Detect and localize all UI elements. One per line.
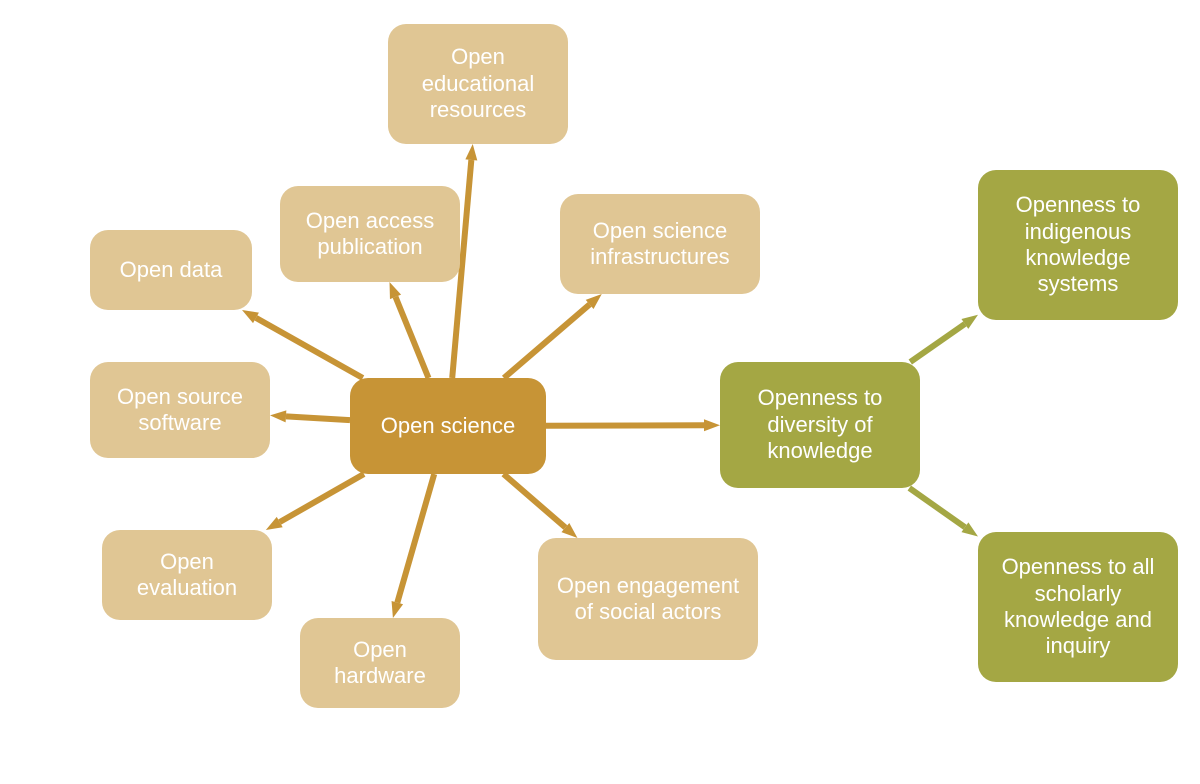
node-diversity: Openness to diversity of knowledge <box>720 362 920 488</box>
edge-line <box>503 474 565 528</box>
node-center: Open science <box>350 378 546 474</box>
node-data: Open data <box>90 230 252 310</box>
node-edu: Open educational resources <box>388 24 568 144</box>
node-label: Openness to all scholarly knowledge and … <box>994 554 1162 660</box>
edge-line <box>397 474 434 603</box>
node-label: Open source software <box>106 384 254 437</box>
node-label: Open educational resources <box>404 44 552 123</box>
edge-line <box>256 318 363 378</box>
edge-arrowhead <box>704 419 720 431</box>
node-pub: Open access publication <box>280 186 460 282</box>
edge-arrowhead <box>390 282 402 299</box>
edge-line <box>504 304 590 378</box>
edge-arrowhead <box>392 601 404 618</box>
edge-line <box>396 297 429 378</box>
node-label: Open hardware <box>316 637 444 690</box>
node-label: Open evaluation <box>118 549 256 602</box>
node-label: Openness to indigenous knowledge systems <box>994 192 1162 298</box>
node-label: Open data <box>120 257 223 283</box>
node-eval: Open evaluation <box>102 530 272 620</box>
node-label: Openness to diversity of knowledge <box>736 385 904 464</box>
edge-line <box>910 324 965 362</box>
edge-line <box>286 416 350 420</box>
edge-arrowhead <box>270 410 286 422</box>
edge-line <box>280 474 364 522</box>
node-scholarly: Openness to all scholarly knowledge and … <box>978 532 1178 682</box>
edge-line <box>909 488 965 527</box>
node-label: Open engagement of social actors <box>554 573 742 626</box>
diagram-stage: Open science Open educational resources Op… <box>0 0 1200 784</box>
edge-arrowhead <box>465 144 477 160</box>
node-infra: Open science infrastructures <box>560 194 760 294</box>
node-engage: Open engagement of social actors <box>538 538 758 660</box>
node-src: Open source software <box>90 362 270 458</box>
node-indigenous: Openness to indigenous knowledge systems <box>978 170 1178 320</box>
node-hw: Open hardware <box>300 618 460 708</box>
node-label: Open access publication <box>296 208 444 261</box>
node-label: Open science <box>381 413 516 439</box>
node-label: Open science infrastructures <box>576 218 744 271</box>
